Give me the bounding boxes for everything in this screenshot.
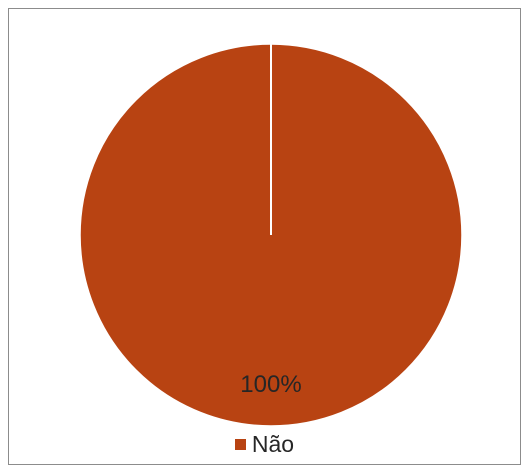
legend-label-nao: Não [251, 431, 295, 457]
chart-frame: 100% Não [8, 8, 521, 465]
pie-data-label-0: 100% [240, 371, 301, 398]
chart-legend: Não [9, 433, 520, 456]
pie-data-labels: 100% [240, 371, 301, 398]
legend-swatch-nao [234, 439, 246, 450]
pie-chart: 100% [79, 43, 463, 427]
